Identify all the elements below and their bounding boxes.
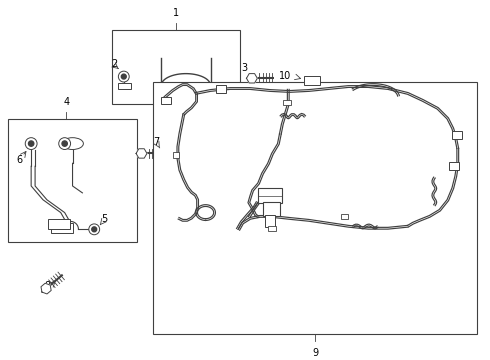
Text: 10: 10 [279,71,292,81]
Circle shape [119,71,129,82]
Text: 4: 4 [63,97,69,107]
Polygon shape [41,283,51,294]
Text: 3: 3 [241,63,247,73]
Bar [265,215,274,228]
Text: 7: 7 [153,136,159,147]
Bar [452,131,462,139]
Text: 5: 5 [101,215,107,225]
Ellipse shape [62,138,83,149]
Bar [173,152,179,158]
Bar [268,226,275,231]
Bar [48,220,70,229]
Text: 1: 1 [173,8,179,18]
Bar [449,162,459,170]
Text: 2: 2 [111,59,117,69]
Bar [258,188,282,203]
Bar [283,100,292,105]
Circle shape [25,138,37,149]
Circle shape [92,227,97,232]
Bar [161,97,171,104]
Bar [8,119,137,242]
Bar [304,76,320,85]
Bar [217,85,226,93]
Bar [341,213,348,220]
Circle shape [62,141,67,146]
Polygon shape [136,149,147,158]
Bar [118,84,131,89]
Text: 8: 8 [45,282,51,292]
Bar [112,30,240,104]
Bar [153,82,477,334]
Bar [263,202,280,216]
Circle shape [59,138,71,149]
Text: 9: 9 [312,348,318,357]
Circle shape [122,74,126,79]
Polygon shape [246,73,257,83]
Circle shape [89,224,99,235]
Text: 6: 6 [16,156,23,165]
Circle shape [28,141,34,146]
Bar [51,224,73,233]
